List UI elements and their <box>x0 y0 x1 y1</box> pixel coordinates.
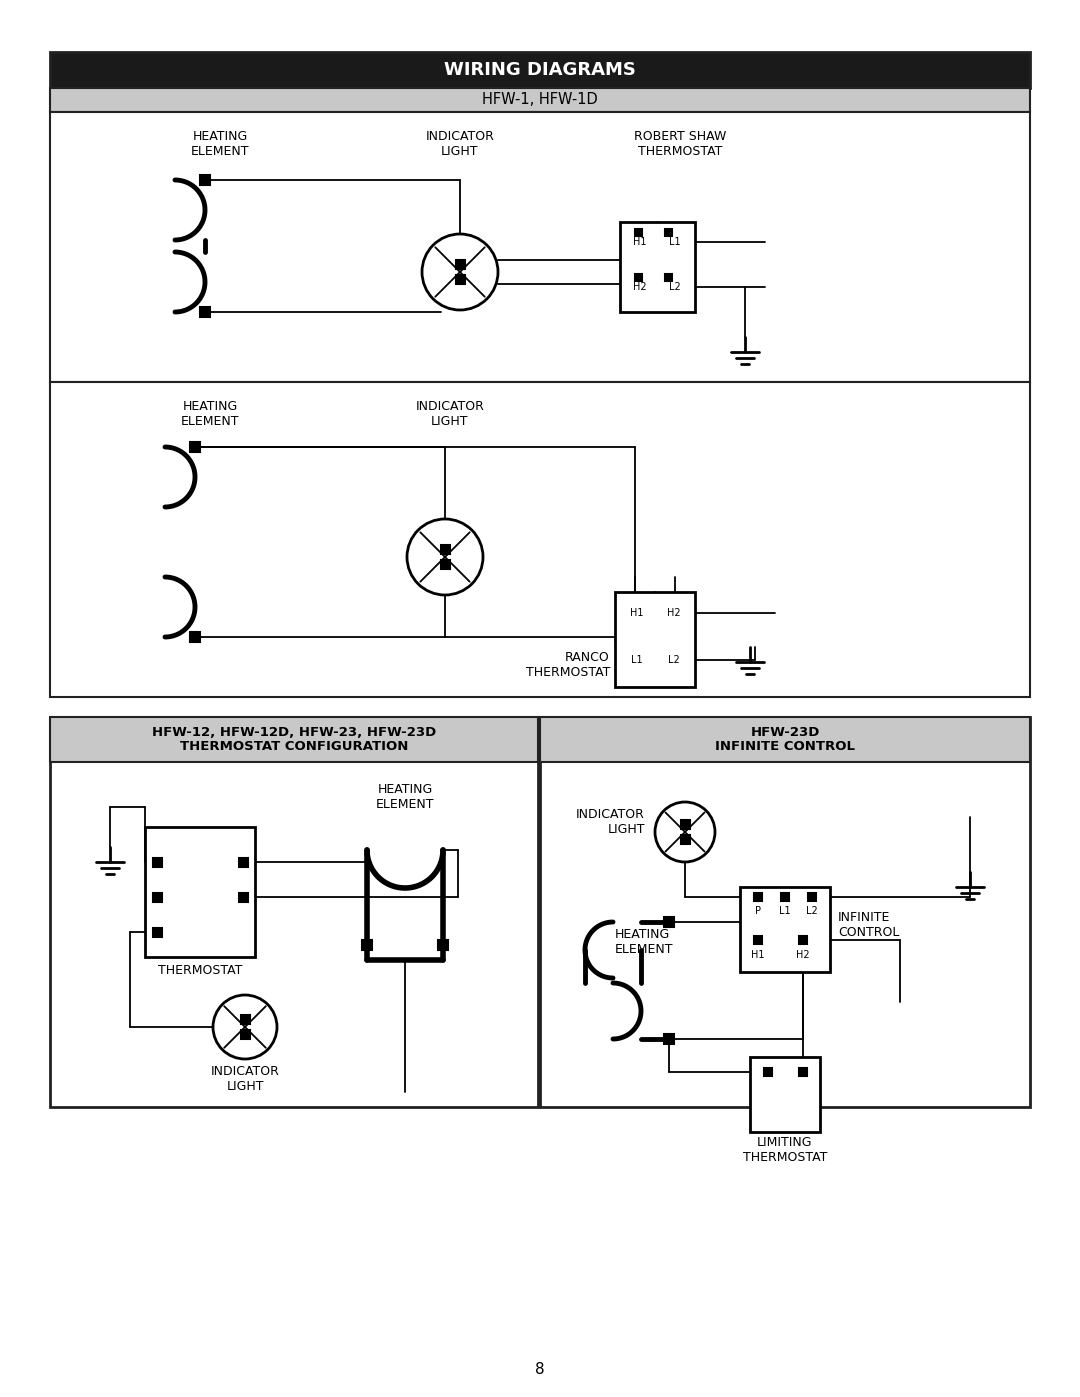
Bar <box>781 893 789 901</box>
Text: HEATING
ELEMENT: HEATING ELEMENT <box>180 400 240 427</box>
Text: HFW-1, HFW-1D: HFW-1, HFW-1D <box>482 92 598 108</box>
Text: H2: H2 <box>666 608 680 617</box>
Bar <box>799 936 807 944</box>
Bar <box>50 717 538 1106</box>
Text: HFW-12, HFW-12D, HFW-23, HFW-23D
THERMOSTAT CONFIGURATION: HFW-12, HFW-12D, HFW-23, HFW-23D THERMOS… <box>152 725 436 753</box>
Bar <box>635 274 643 281</box>
Bar <box>635 229 643 236</box>
Text: WIRING DIAGRAMS: WIRING DIAGRAMS <box>444 61 636 80</box>
Text: INDICATOR
LIGHT: INDICATOR LIGHT <box>426 130 495 158</box>
Bar <box>190 441 200 453</box>
Bar <box>740 887 831 972</box>
Bar <box>152 928 162 936</box>
Text: L2: L2 <box>806 905 818 916</box>
Text: L1: L1 <box>669 237 680 247</box>
Text: H2: H2 <box>796 950 810 960</box>
Bar <box>200 175 210 184</box>
Bar <box>239 858 247 866</box>
Text: L2: L2 <box>669 282 680 292</box>
Text: HEATING
ELEMENT: HEATING ELEMENT <box>191 130 249 158</box>
Bar <box>664 1034 674 1044</box>
Bar <box>680 835 689 844</box>
Text: LIMITING
THERMOSTAT: LIMITING THERMOSTAT <box>743 1136 827 1164</box>
Text: H1: H1 <box>630 608 644 617</box>
Bar <box>456 275 464 284</box>
Text: THERMOSTAT: THERMOSTAT <box>158 964 242 978</box>
Text: HEATING
ELEMENT: HEATING ELEMENT <box>615 928 674 956</box>
Bar <box>50 717 538 761</box>
Text: H1: H1 <box>752 950 765 960</box>
Text: ROBERT SHAW
THERMOSTAT: ROBERT SHAW THERMOSTAT <box>634 130 726 158</box>
Bar <box>665 274 672 281</box>
Bar <box>456 260 464 270</box>
Bar <box>754 893 762 901</box>
Text: H1: H1 <box>634 237 647 247</box>
Bar <box>764 1067 771 1076</box>
Text: HFW-23D
INFINITE CONTROL: HFW-23D INFINITE CONTROL <box>715 725 855 753</box>
Bar <box>750 1058 820 1132</box>
Bar <box>798 1067 807 1076</box>
Bar <box>540 717 1030 1106</box>
Bar <box>50 381 1030 697</box>
Bar <box>50 88 1030 112</box>
Text: P: P <box>755 905 761 916</box>
Bar <box>50 112 1030 381</box>
Bar <box>441 545 449 555</box>
Text: 8: 8 <box>536 1362 544 1377</box>
Text: L1: L1 <box>779 905 791 916</box>
Text: INFINITE
CONTROL: INFINITE CONTROL <box>838 911 900 939</box>
Bar <box>239 893 247 901</box>
Bar <box>190 631 200 643</box>
Text: L2: L2 <box>667 655 679 665</box>
Bar <box>664 916 674 928</box>
Bar <box>241 1030 249 1039</box>
Bar <box>540 717 1030 761</box>
Text: HEATING
ELEMENT: HEATING ELEMENT <box>376 782 434 812</box>
Bar <box>438 940 448 950</box>
Bar <box>808 893 816 901</box>
Text: INDICATOR
LIGHT: INDICATOR LIGHT <box>211 1065 280 1092</box>
Text: INDICATOR
LIGHT: INDICATOR LIGHT <box>576 807 645 835</box>
Text: H2: H2 <box>634 282 647 292</box>
Bar <box>665 229 672 236</box>
Text: RANCO
THERMOSTAT: RANCO THERMOSTAT <box>526 651 610 679</box>
Bar <box>145 827 255 957</box>
Bar <box>620 222 696 312</box>
Bar <box>615 592 696 687</box>
Bar <box>680 820 689 828</box>
Bar <box>50 52 1030 88</box>
Bar <box>152 893 162 901</box>
Bar <box>200 307 210 317</box>
Text: INDICATOR
LIGHT: INDICATOR LIGHT <box>416 400 485 427</box>
Bar <box>441 560 449 569</box>
Bar <box>241 1016 249 1024</box>
Bar <box>152 858 162 866</box>
Bar <box>362 940 372 950</box>
Bar <box>754 936 762 944</box>
Text: L1: L1 <box>631 655 643 665</box>
